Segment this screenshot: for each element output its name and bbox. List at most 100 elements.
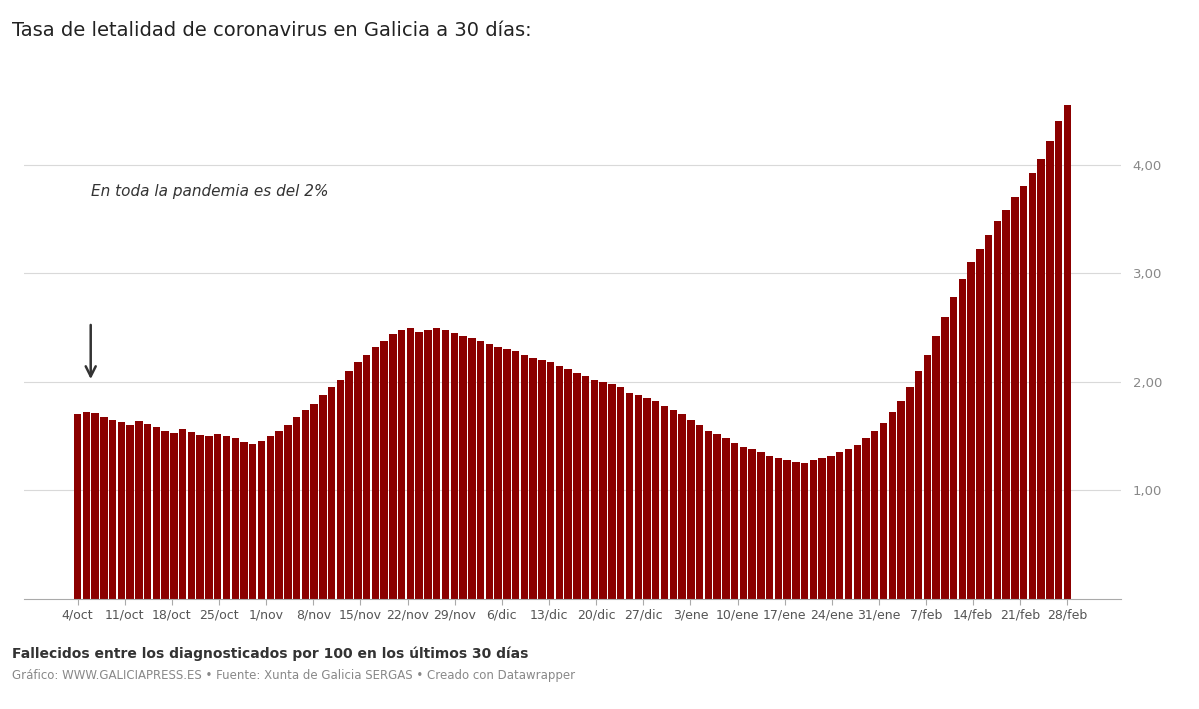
Bar [1029, 173, 1036, 599]
Bar [109, 420, 116, 599]
Bar [433, 328, 440, 599]
Bar [1055, 121, 1062, 599]
Bar [669, 410, 677, 599]
Bar [91, 413, 98, 599]
Bar [83, 413, 90, 599]
Bar [959, 279, 966, 599]
Bar [231, 438, 239, 599]
Bar [240, 442, 248, 599]
Bar [477, 340, 484, 599]
Bar [880, 423, 887, 599]
Bar [941, 317, 948, 599]
Bar [757, 452, 765, 599]
Bar [390, 334, 397, 599]
Bar [144, 424, 151, 599]
Bar [661, 406, 668, 599]
Bar [801, 464, 808, 599]
Bar [512, 352, 519, 599]
Bar [520, 354, 528, 599]
Bar [740, 447, 747, 599]
Bar [819, 458, 826, 599]
Bar [538, 360, 546, 599]
Bar [573, 373, 580, 599]
Bar [634, 395, 641, 599]
Bar [162, 431, 169, 599]
Bar [486, 344, 493, 599]
Bar [626, 393, 633, 599]
Bar [731, 442, 739, 599]
Bar [687, 420, 694, 599]
Bar [862, 438, 869, 599]
Bar [897, 401, 905, 599]
Bar [547, 362, 554, 599]
Bar [555, 366, 564, 599]
Bar [713, 434, 721, 599]
Bar [284, 425, 291, 599]
Bar [249, 444, 257, 599]
Bar [976, 250, 983, 599]
Bar [748, 450, 755, 599]
Bar [258, 440, 265, 599]
Bar [170, 433, 177, 599]
Bar [968, 262, 975, 599]
Bar [363, 354, 370, 599]
Bar [126, 425, 134, 599]
Bar [617, 387, 625, 599]
Bar [380, 340, 388, 599]
Bar [652, 401, 659, 599]
Bar [933, 336, 940, 599]
Bar [906, 387, 914, 599]
Bar [311, 403, 318, 599]
Bar [766, 456, 773, 599]
Bar [468, 338, 476, 599]
Bar [888, 413, 896, 599]
Bar [530, 358, 537, 599]
Bar [984, 235, 993, 599]
Bar [1064, 105, 1071, 599]
Bar [459, 336, 466, 599]
Bar [276, 431, 283, 599]
Bar [600, 382, 607, 599]
Bar [74, 415, 82, 599]
Bar [205, 436, 212, 599]
Bar [424, 330, 432, 599]
Bar [1011, 197, 1019, 599]
Bar [398, 330, 405, 599]
Bar [293, 417, 300, 599]
Bar [827, 456, 835, 599]
Bar [416, 332, 423, 599]
Bar [793, 462, 800, 599]
Bar [319, 395, 326, 599]
Bar [1020, 186, 1028, 599]
Bar [695, 425, 704, 599]
Bar [591, 380, 598, 599]
Bar [923, 354, 932, 599]
Text: Fallecidos entre los diagnosticados por 100 en los últimos 30 días: Fallecidos entre los diagnosticados por … [12, 647, 529, 661]
Bar [213, 434, 222, 599]
Bar [441, 330, 450, 599]
Bar [915, 371, 922, 599]
Bar [197, 435, 204, 599]
Text: En toda la pandemia es del 2%: En toda la pandemia es del 2% [91, 184, 329, 199]
Bar [327, 387, 336, 599]
Bar [406, 328, 414, 599]
Bar [179, 428, 186, 599]
Bar [854, 445, 861, 599]
Bar [188, 432, 195, 599]
Bar [870, 431, 879, 599]
Bar [565, 369, 572, 599]
Bar [1037, 160, 1044, 599]
Bar [950, 297, 957, 599]
Bar [266, 436, 275, 599]
Bar [152, 428, 161, 599]
Bar [345, 371, 353, 599]
Bar [582, 376, 590, 599]
Bar [643, 398, 651, 599]
Bar [354, 362, 362, 599]
Bar [135, 421, 143, 599]
Bar [783, 460, 791, 599]
Bar [302, 410, 309, 599]
Bar [1047, 141, 1054, 599]
Bar [845, 450, 852, 599]
Bar [494, 347, 502, 599]
